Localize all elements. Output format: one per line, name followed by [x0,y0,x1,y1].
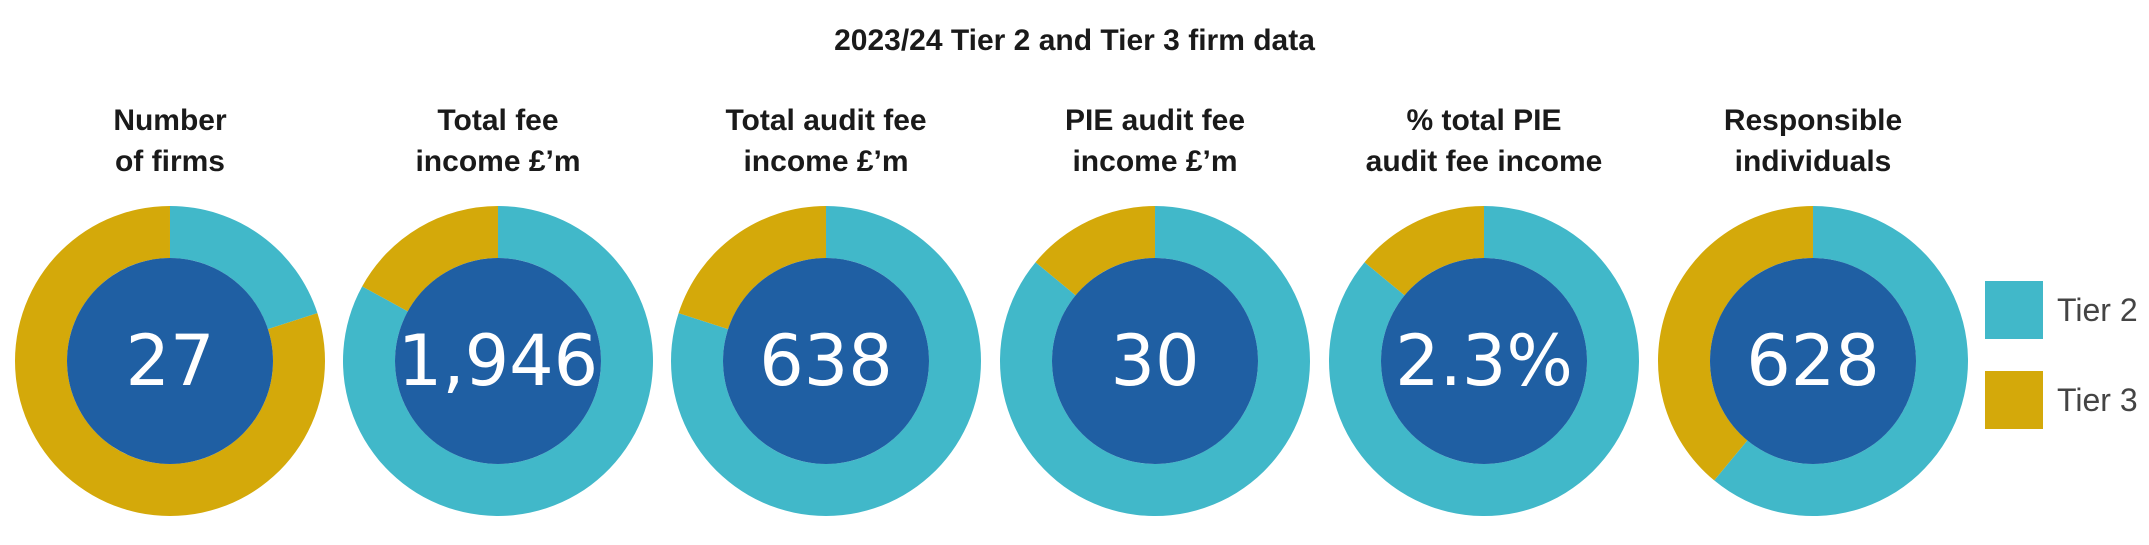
donut-chart-3: Total audit fee income £’m 638 [666,100,986,518]
donut-chart-2: Total fee income £’m 1,946 [338,100,658,518]
donut-chart-5: % total PIE audit fee income 2.3% [1324,100,1644,518]
donut-center [1381,258,1587,464]
donut-label: Number of firms [113,104,227,178]
donut-svg: 1,946 [343,206,653,516]
tier3-slice [14,206,325,516]
donut-center [395,258,601,464]
donut-label: Total audit fee income £’m [725,104,927,178]
donut-svg: 27 [14,206,325,516]
tier3-slice [362,206,498,312]
donut-center-value: 2.3% [1395,320,1573,402]
tier2-slice [343,206,653,516]
donut-center [1052,258,1258,464]
donut-svg: 2.3% [1329,206,1639,516]
donut-svg: 638 [671,206,981,516]
donut-svg: 628 [1658,206,1968,516]
donut-chart-1: Number of firms 27 [10,100,330,518]
tier2-slice [1329,206,1639,516]
legend-label-tier3: Tier 3 [2057,381,2138,418]
donut-center-value: 30 [1110,320,1199,402]
donut-svg: 30 [1000,206,1310,516]
donut-center-value: 628 [1746,320,1880,402]
legend-item-tier2: Tier 2 [1985,280,2138,340]
donut-chart-6: Responsible individuals 628 [1653,100,1973,518]
tier3-slice [1658,206,1813,481]
donut-center [723,258,929,464]
donut-label: PIE audit fee income £’m [1064,104,1246,178]
donut-center-value: 27 [125,320,214,402]
donut-center [1710,258,1916,464]
chart-title: 2023/24 Tier 2 and Tier 3 firm data [834,24,1315,57]
donut-label: Responsible individuals [1723,104,1903,178]
tier2-slice [170,206,318,330]
donut-label: % total PIE audit fee income [1365,104,1603,178]
tier2-slice [1714,206,1968,516]
legend-label-tier2: Tier 2 [2057,291,2138,328]
tier3-slice [1035,206,1155,296]
donut-label: Total fee income £’m [415,104,581,178]
legend-swatch-tier2 [1985,281,2043,339]
tier2-slice [1000,206,1310,516]
tier3-slice [678,206,826,330]
donut-center-value: 638 [759,320,893,402]
donut-chart-4: PIE audit fee income £’m 30 [995,100,1315,518]
legend-item-tier3: Tier 3 [1985,370,2138,430]
tier3-slice [1364,206,1484,296]
donut-center-value: 1,946 [398,320,598,402]
legend-swatch-tier3 [1985,371,2043,429]
donut-center [67,258,273,464]
legend: Tier 2 Tier 3 [1985,280,2138,460]
tier2-slice [671,206,981,516]
